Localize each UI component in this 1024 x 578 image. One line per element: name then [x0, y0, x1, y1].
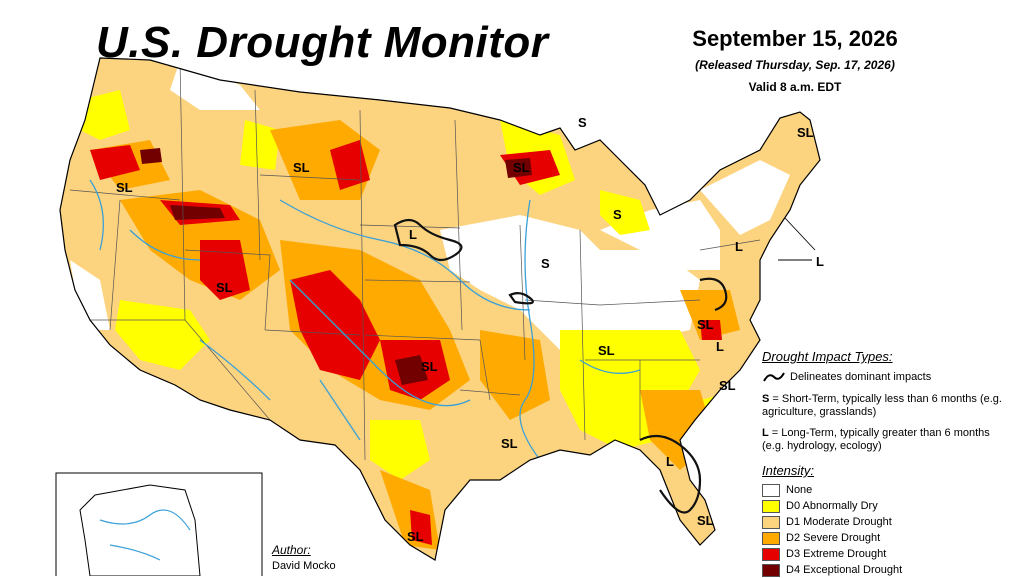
alaska-river — [109, 544, 161, 561]
impact-label: SL — [697, 317, 714, 332]
impact-label: L — [716, 339, 724, 354]
intensity-label: None — [786, 484, 813, 496]
intensity-swatch — [762, 548, 780, 561]
intensity-swatch — [762, 484, 780, 497]
impact-label: SL — [407, 529, 424, 544]
map-date: September 15, 2026 — [692, 26, 898, 51]
release-date: (Released Thursday, Sep. 17, 2026) — [695, 58, 895, 72]
intensity-label: D2 Severe Drought — [786, 532, 881, 544]
impact-lines — [393, 218, 728, 514]
impact-line-icon — [763, 372, 785, 382]
long-term-key: L — [762, 427, 769, 439]
intensity-label: D3 Extreme Drought — [786, 548, 887, 560]
short-term-legend: S = Short-Term, typically less than 6 mo… — [762, 393, 1012, 419]
impact-label: SL — [598, 343, 615, 358]
alaska-outline — [79, 484, 201, 576]
map-title: U.S. Drought Monitor — [96, 18, 549, 67]
impact-label: SL — [501, 436, 518, 451]
author-title: Author: — [272, 543, 311, 557]
impact-label: L — [666, 454, 674, 469]
callout-lines — [778, 217, 816, 261]
impact-label: SL — [293, 160, 310, 175]
intensity-swatch — [762, 564, 780, 577]
conus-outline — [59, 57, 821, 561]
alaska-river — [99, 509, 191, 531]
impact-label: SL — [421, 359, 438, 374]
long-term-legend: L = Long-Term, typically greater than 6 … — [762, 427, 1012, 453]
impact-label: L — [735, 239, 743, 254]
impact-label: SL — [216, 280, 233, 295]
impact-label: SL — [719, 378, 736, 393]
short-term-desc: = Short-Term, typically less than 6 mont… — [762, 393, 1002, 418]
impact-label: SL — [513, 160, 530, 175]
impact-label: S — [613, 207, 622, 222]
long-term-desc: = Long-Term, typically greater than 6 mo… — [762, 427, 990, 452]
impact-label: SL — [116, 180, 133, 195]
rivers — [89, 179, 641, 461]
impact-label: SL — [797, 125, 814, 140]
impact-label: L — [816, 254, 824, 269]
date-block: September 15, 2026 (Released Thursday, S… — [660, 26, 930, 94]
intensity-label: D4 Exceptional Drought — [786, 564, 903, 576]
impact-label: S — [541, 256, 550, 271]
state-boundaries — [69, 59, 761, 461]
short-term-key: S — [762, 393, 770, 405]
valid-time: Valid 8 a.m. EDT — [748, 80, 842, 94]
intensity-label: D1 Moderate Drought — [786, 516, 892, 528]
impact-line-desc: Delineates dominant impacts — [790, 371, 932, 383]
intensity-swatch — [762, 532, 780, 545]
intensity-legend-title: Intensity: — [762, 463, 815, 478]
intensity-swatch — [762, 516, 780, 529]
impact-legend-title: Drought Impact Types: — [762, 349, 893, 364]
intensity-swatch — [762, 500, 780, 513]
impact-label: L — [409, 227, 417, 242]
impact-label: S — [578, 115, 587, 130]
impact-labels: SL SL SL SL SL SL SL SL SL SL SL SL S S … — [116, 115, 824, 544]
intensity-label: D0 Abnormally Dry — [786, 500, 878, 512]
impact-label: SL — [697, 513, 714, 528]
author-name: David Mocko — [272, 560, 336, 572]
